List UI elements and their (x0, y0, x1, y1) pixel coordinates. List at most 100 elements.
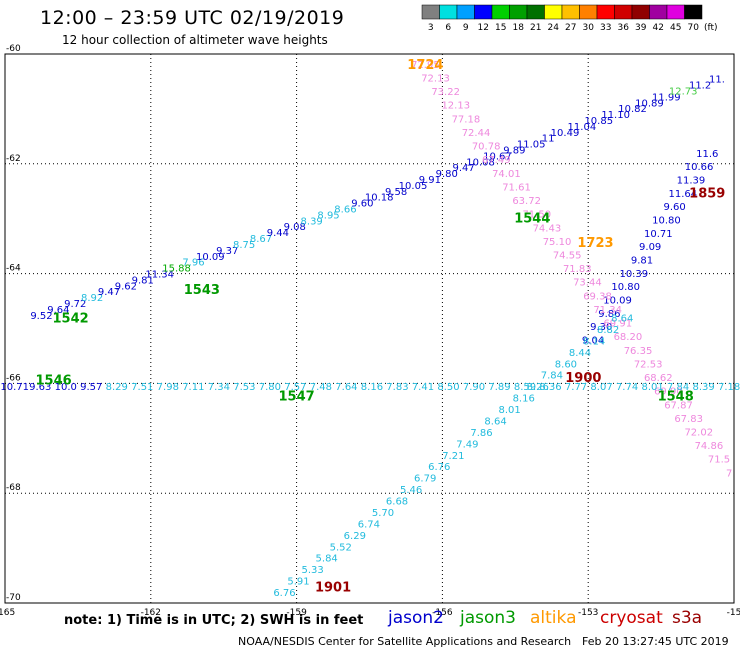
wave-height-value: 68.20 (614, 332, 643, 343)
scale-label: 18 (513, 23, 525, 33)
scale-label: 70 (688, 23, 700, 33)
wave-height-value: 9.64 (47, 305, 69, 316)
wave-height-value: 8.14 (583, 336, 605, 347)
pass-time-label: 1723 (577, 236, 613, 251)
wave-height-value: 10.18 (365, 193, 394, 204)
scale-unit: (ft) (704, 23, 718, 33)
wave-height-value: 9.47 (453, 163, 475, 174)
wave-height-value: 7.86 (470, 428, 492, 439)
wave-height-value: 74.86 (695, 441, 724, 452)
scale-swatch (439, 4, 458, 20)
wave-height-value: 69.38 (583, 291, 612, 302)
wave-height-value: 10.89 (635, 98, 664, 109)
wave-height-value: 7.83 (386, 382, 408, 393)
wave-height-value: 7.11 (182, 382, 204, 393)
wave-height-value: 7.96 (182, 258, 204, 269)
wave-height-value: 10.71 (644, 229, 673, 240)
scale-swatch (631, 4, 650, 20)
wave-height-value: 77.18 (452, 114, 481, 125)
wave-height-value: 73.22 (431, 87, 460, 98)
wave-height-value: 8.59 (514, 382, 536, 393)
satellite-legend-jason3: jason3 (460, 608, 516, 628)
wave-height-value: 9.72 (64, 299, 86, 310)
wave-height-value: 11.2 (689, 81, 711, 92)
satellite-legend-jason2: jason2 (388, 608, 444, 628)
wave-height-value: 12.13 (441, 101, 470, 112)
wave-height-value: 5.84 (316, 554, 338, 565)
wave-height-value: 10.09 (603, 295, 632, 306)
wave-height-value: 7.41 (412, 382, 434, 393)
longitude-tick-label: -15 (727, 608, 740, 618)
chart-subtitle: 12 hour collection of altimeter wave hei… (62, 33, 328, 47)
latitude-tick-label: -64 (6, 264, 21, 274)
wave-height-value: 72.53 (634, 359, 663, 370)
wave-height-value: 9.80 (436, 169, 458, 180)
pass-time-label: 1543 (184, 283, 220, 298)
altimeter-tracks: 9.529.649.728.929.479.629.8111.3415.887.… (0, 60, 740, 599)
wave-height-value: 8.82 (597, 325, 619, 336)
scale-label: 3 (428, 23, 434, 33)
wave-height-value: 72.44 (462, 128, 491, 139)
wave-height-value: 7.84 (667, 382, 689, 393)
wave-height-value: 7.77 (565, 382, 587, 393)
wave-height-value: 10.49 (551, 128, 580, 139)
wave-height-value: 11. (709, 75, 725, 86)
wave-height-value: 9.81 (631, 255, 653, 266)
pass-time-label: 1547 (279, 389, 315, 404)
scale-swatch (666, 4, 685, 20)
wave-height-value: 11.04 (568, 122, 597, 133)
wave-height-value: 8.16 (361, 382, 383, 393)
wave-height-value: 10.82 (618, 104, 647, 115)
pass-time-label: 1901 (315, 581, 351, 596)
wave-height-value: 10.39 (620, 269, 649, 280)
pass-time-label: 1724 (407, 58, 443, 73)
map-grid: -165 -162 -159 -156 -153 -15 -60 -62 -64 -66 -68 -7… (0, 44, 740, 618)
scale-swatch (614, 4, 633, 20)
wave-height-value: 10.09 (196, 252, 225, 263)
wave-height-value: 76.35 (624, 346, 653, 357)
scale-label: 12 (478, 23, 489, 33)
wave-height-value: 72.02 (684, 427, 713, 438)
credit-line: NOAA/NESDIS Center for Satellite Applica… (238, 635, 572, 648)
wave-height-value: 8.39 (301, 216, 323, 227)
wave-height-value: 11.64 (668, 189, 697, 200)
wave-height-value: 7.89 (488, 382, 510, 393)
wave-height-value: 9.08 (284, 222, 306, 233)
longitude-tick-label: -153 (578, 608, 598, 618)
longitude-tick-label: -156 (432, 608, 453, 618)
wave-height-value: 8.44 (569, 348, 591, 359)
wave-height-value: 7.64 (335, 382, 357, 393)
scale-swatch (544, 4, 563, 20)
pass-time-label: 1542 (53, 312, 89, 327)
wave-height-value: 71.61 (502, 182, 531, 193)
wave-height-value: 5.46 (400, 485, 422, 496)
wave-height-value: 74.01 (492, 169, 521, 180)
wave-height-value: 73.44 (573, 278, 602, 289)
generated-timestamp: Feb 20 13:27:45 UTC 2019 (582, 635, 729, 648)
scale-swatch (474, 4, 493, 20)
scale-label: 30 (583, 23, 595, 33)
wave-height-value: 11.6 (696, 149, 718, 160)
wave-height-value: 74.55 (553, 250, 582, 261)
wave-height-value: 7.98 (157, 382, 179, 393)
wave-height-value: 9.30 (590, 322, 612, 333)
wave-height-value: 5.52 (330, 542, 352, 553)
latitude-tick-label: -60 (6, 44, 21, 54)
wave-height-value: 68.62 (644, 373, 673, 384)
pass-time-labels: 1724 1859 1544 1723 1543 1542 1546 1900 1547 1548… (36, 58, 726, 596)
scale-swatch (579, 4, 598, 20)
satellite-legend-altika: altika (530, 608, 577, 628)
wave-height-value: 7.90 (463, 382, 485, 393)
pass-time-label: 1546 (36, 374, 72, 389)
wave-height-value: 8.01 (641, 382, 663, 393)
latitude-tick-label: -66 (6, 373, 21, 383)
scale-label: 45 (670, 23, 681, 33)
wave-height-value: 9.44 (267, 228, 289, 239)
satellite-legend-s3a: s3a (672, 608, 703, 628)
wave-height-value: 9.04 (582, 335, 604, 346)
scale-swatch (509, 4, 528, 20)
wave-height-value: 74.43 (533, 223, 562, 234)
wave-height-value: 70.78 (472, 142, 501, 153)
wave-height-value: 7.48 (310, 382, 332, 393)
